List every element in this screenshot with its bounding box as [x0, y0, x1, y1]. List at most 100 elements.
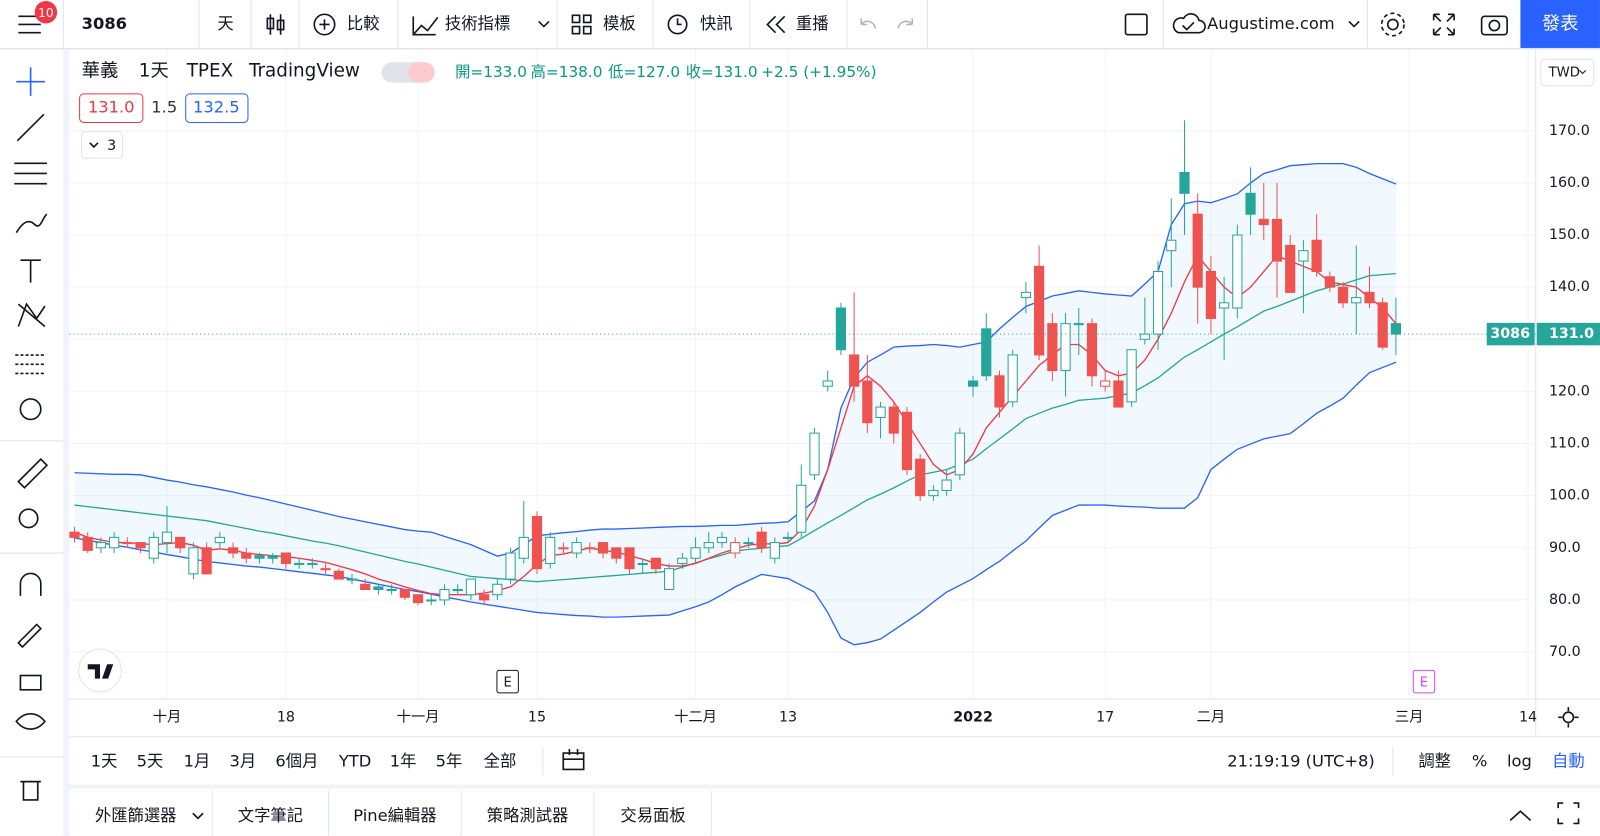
templates-button[interactable]: 模板: [603, 14, 636, 33]
snapshot-icon[interactable]: [1480, 15, 1508, 36]
compare-button[interactable]: 比較: [347, 14, 380, 33]
range-button[interactable]: 1年: [390, 752, 417, 771]
fullscreen-icon[interactable]: [1432, 13, 1455, 36]
bottom-tab[interactable]: 外匯篩選器: [95, 806, 177, 825]
zoom-tool[interactable]: [18, 508, 39, 529]
bottom-tab[interactable]: 策略測試器: [487, 806, 569, 825]
crosshair-tool[interactable]: [16, 67, 45, 96]
range-button[interactable]: 3月: [230, 752, 257, 771]
indicators-button[interactable]: 技術指標: [445, 14, 510, 33]
fib-tool[interactable]: [14, 162, 47, 185]
magnet-tool[interactable]: [19, 572, 42, 596]
square-icon: [571, 25, 581, 35]
pattern-tool[interactable]: [17, 302, 46, 328]
candle-body: [650, 557, 662, 570]
bottom-panel: [69, 788, 1600, 836]
candle-body: [756, 531, 767, 549]
replay-icon: [766, 15, 786, 34]
candle-body: [849, 354, 860, 387]
candle-body: [716, 536, 728, 544]
candle-body: [1007, 354, 1018, 403]
candle-body: [254, 555, 265, 559]
candle-body: [518, 536, 529, 559]
trendline-tool[interactable]: [16, 113, 45, 142]
cloud-icon: [1172, 13, 1206, 34]
candle-body: [809, 432, 820, 476]
range-button[interactable]: 1月: [184, 752, 211, 771]
candle-body: [1298, 250, 1309, 262]
scale-button[interactable]: %: [1472, 752, 1488, 771]
candle-body: [888, 406, 899, 434]
indicators-icon: [412, 16, 439, 36]
date-range-icon[interactable]: [562, 748, 585, 771]
legend-low: 低=127.0: [608, 63, 680, 81]
candle-body: [664, 568, 675, 591]
scale-button[interactable]: 調整: [1418, 752, 1451, 771]
candle-body: [769, 542, 780, 559]
candle-body: [360, 583, 371, 591]
legend-exchange: TPEX: [186, 60, 233, 81]
range-button[interactable]: 5年: [436, 752, 463, 771]
range-button[interactable]: YTD: [338, 752, 372, 771]
candle-body: [637, 562, 648, 565]
chart-type-icon[interactable]: [266, 14, 285, 35]
symbol[interactable]: 3086: [82, 14, 127, 33]
layout-button[interactable]: [1124, 13, 1148, 36]
emoji-tool[interactable]: [19, 398, 42, 421]
alert-icon: [676, 18, 682, 26]
candle-body: [1139, 333, 1150, 340]
candle-body: [1060, 323, 1071, 372]
range-button[interactable]: 全部: [484, 752, 517, 771]
compare-icon: [319, 19, 330, 30]
scale-button[interactable]: log: [1507, 752, 1532, 771]
scale-button[interactable]: 自動: [1552, 752, 1585, 771]
brush-tool[interactable]: [15, 213, 48, 234]
undo-redo[interactable]: [860, 18, 914, 29]
range-button[interactable]: 5天: [137, 752, 164, 771]
visibility-tool[interactable]: [15, 712, 46, 730]
event-marker[interactable]: [496, 669, 519, 694]
y-tick-label: 120.0: [1549, 383, 1590, 399]
lock-tool[interactable]: [19, 674, 42, 691]
prediction-tool[interactable]: [15, 354, 46, 375]
candle-body: [109, 536, 120, 549]
candle-body: [1073, 323, 1084, 326]
chevron[interactable]: [1348, 20, 1360, 28]
bottom-tab[interactable]: 交易面板: [620, 806, 685, 825]
range-button[interactable]: 6個月: [275, 752, 318, 771]
event-marker[interactable]: [1412, 669, 1436, 694]
chevron[interactable]: [538, 20, 550, 28]
price-tag: [1486, 322, 1535, 346]
settings-icon[interactable]: [1386, 18, 1399, 31]
lock-draw-tool[interactable]: [17, 623, 42, 649]
indicator-toggle[interactable]: [81, 131, 123, 159]
candle-body: [188, 547, 199, 575]
square-icon: [582, 14, 592, 24]
alert-icon: [667, 14, 688, 35]
collapse-panel[interactable]: [1509, 810, 1532, 822]
interval[interactable]: 天: [217, 14, 233, 33]
currency: TWD: [1548, 65, 1580, 80]
chevron[interactable]: [192, 812, 204, 820]
account[interactable]: Augustime.com: [1207, 14, 1335, 33]
alerts-button[interactable]: 快訊: [700, 14, 733, 33]
templates-icon: [571, 14, 592, 35]
axis-settings[interactable]: [1562, 711, 1575, 724]
currency-box[interactable]: [1540, 58, 1595, 87]
status-pill: [408, 62, 435, 83]
candle-body: [1034, 265, 1045, 356]
candle-body: [901, 411, 913, 471]
publish-button[interactable]: [1520, 0, 1600, 48]
replay-button[interactable]: 重播: [796, 14, 829, 33]
bottom-tab[interactable]: 文字筆記: [238, 806, 303, 825]
trash-tool[interactable]: [20, 780, 41, 801]
maximize-panel[interactable]: [1557, 802, 1580, 825]
text-tool[interactable]: [20, 259, 41, 283]
candle-body: [624, 547, 635, 570]
range-button[interactable]: 1天: [91, 752, 118, 771]
bottom-tab[interactable]: Pine編輯器: [353, 806, 436, 825]
ruler-tool[interactable]: [17, 458, 49, 489]
indicator-box: [79, 93, 144, 123]
legend-high: 高=138.0: [531, 63, 603, 81]
